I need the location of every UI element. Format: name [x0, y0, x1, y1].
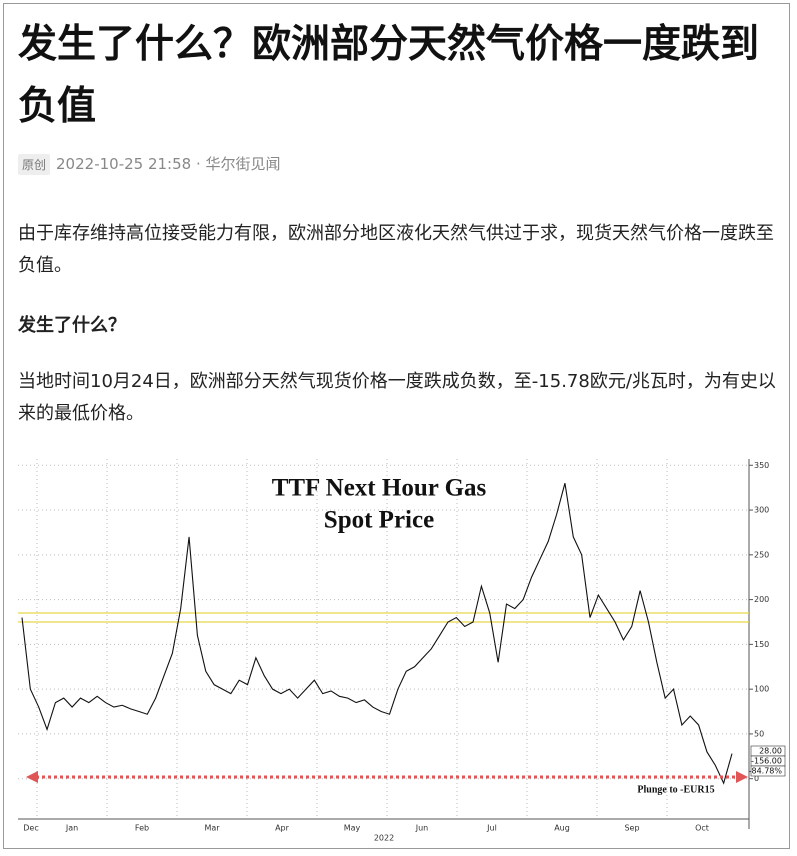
last-value-label: -84.78% — [749, 767, 783, 776]
chart: 0 50 100 150 200 250 300 350 Dec Jan Feb Mar Apr May J… — [18, 459, 786, 843]
paragraph: 当地时间10月24日，欧洲部分天然气现货价格一度跌成负数，至-15.78欧元/兆… — [18, 371, 776, 424]
y-tick-label: 350 — [754, 461, 769, 470]
x-tick-label: Jun — [415, 824, 429, 833]
page: 发生了什么？欧洲部分天然气价格一度跌到负值 原创 2022-10-25 21:58… — [3, 3, 790, 849]
subheading: 发生了什么？ — [18, 315, 126, 336]
article-title: 发生了什么？欧洲部分天然气价格一度跌到负值 — [18, 22, 760, 129]
x-tick-label: Oct — [695, 824, 709, 833]
y-tick-label: 50 — [754, 729, 764, 738]
arrow-head — [26, 771, 38, 783]
annotation: Plunge to -EUR15 — [637, 784, 714, 795]
last-value-label: 28.00 — [759, 747, 782, 756]
x-tick-label: Jan — [65, 824, 78, 833]
chart-title: Spot Price — [324, 507, 434, 534]
badge: 原创 — [18, 154, 51, 175]
y-tick-label: 200 — [754, 595, 769, 604]
y-tick-label: 300 — [754, 506, 769, 515]
price-line — [21, 483, 733, 785]
arrow-head — [736, 771, 748, 783]
y-tick-label: 250 — [754, 550, 769, 559]
paragraph: 由于库存维持高位接受能力有限，欧洲部分地区液化天然气供过于求，现货天然气价格一度… — [18, 223, 774, 276]
x-tick-label: Jul — [486, 824, 497, 833]
x-tick-label: Sep — [624, 824, 639, 833]
x-tick-label: Feb — [135, 824, 149, 833]
x-tick-label: May — [344, 824, 361, 833]
x-tick-label: Aug — [554, 824, 570, 833]
x-tick-label: Mar — [204, 824, 220, 833]
year-label: 2022 — [374, 834, 394, 843]
meta: 原创 2022-10-25 21:58 · 华尔街见闻 — [18, 153, 281, 175]
y-tick-label: 100 — [754, 685, 769, 694]
y-tick-label: 0 — [754, 774, 759, 783]
x-tick-label: Apr — [275, 824, 290, 833]
meta-text: 2022-10-25 21:58 · 华尔街见闻 — [56, 155, 281, 173]
x-tick-label: Dec — [23, 824, 38, 833]
chart-title: TTF Next Hour Gas — [272, 475, 487, 502]
last-value-label: -156.00 — [751, 757, 782, 766]
value-box — [750, 765, 786, 777]
y-tick-label: 150 — [754, 640, 769, 649]
